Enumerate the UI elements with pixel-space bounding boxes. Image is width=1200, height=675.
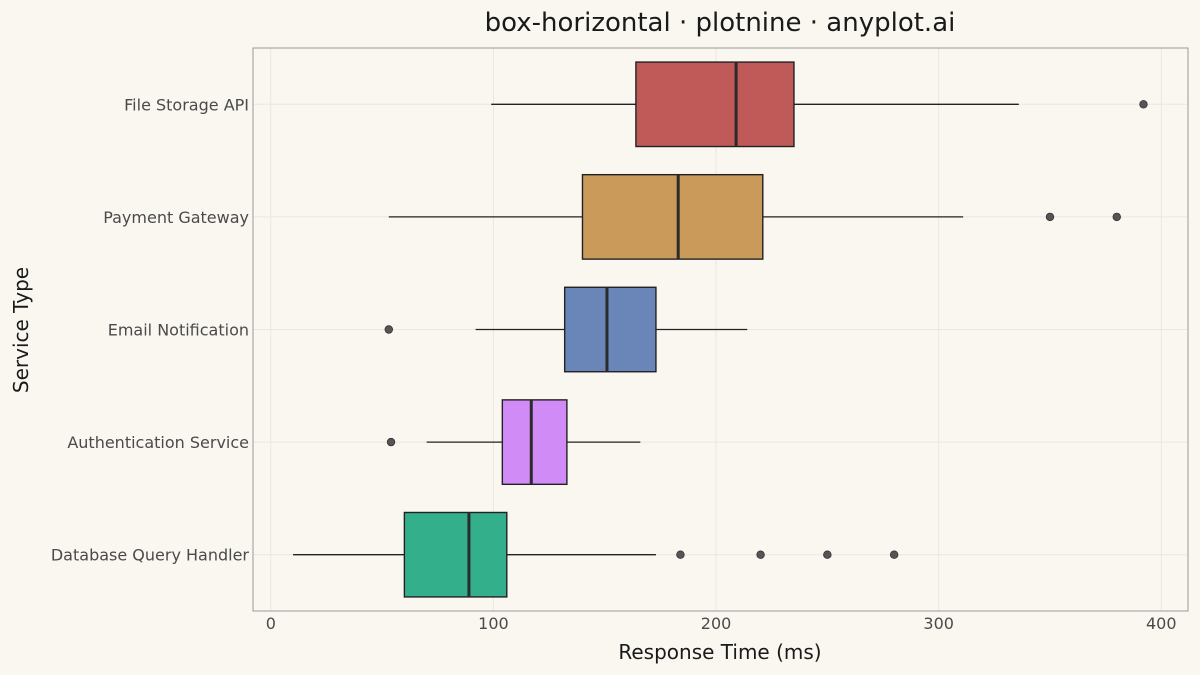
box-group (293, 511, 899, 598)
box-iqr (403, 511, 508, 598)
chart-title: box-horizontal · plotnine · anyplot.ai (485, 8, 956, 38)
y-tick-label: Email Notification (108, 321, 249, 340)
outlier-point (823, 550, 832, 559)
box-iqr (581, 173, 764, 260)
x-tick-label: 200 (701, 614, 732, 633)
outlier-point (1112, 212, 1121, 222)
outlier-point (1045, 212, 1055, 222)
x-axis-title: Response Time (ms) (618, 640, 821, 664)
outlier-point (1139, 100, 1148, 109)
y-tick-label: Payment Gateway (103, 208, 249, 227)
x-tick-label: 300 (923, 614, 954, 633)
y-tick-label: Database Query Handler (51, 546, 250, 565)
box-group (386, 399, 641, 486)
x-tick-label: 0 (266, 614, 276, 633)
box-group (388, 173, 1121, 260)
boxes-layer (293, 61, 1148, 598)
x-tick-label: 100 (478, 614, 509, 633)
plot-panel-border (252, 47, 1189, 612)
box-iqr (501, 399, 568, 486)
outlier-point (889, 550, 899, 559)
outlier-point (386, 437, 396, 447)
outlier-point (676, 550, 685, 559)
y-tick-label: Authentication Service (67, 433, 249, 452)
box-iqr (563, 286, 657, 373)
x-axis-ticks: 0 100 200 300 400 (266, 614, 1177, 633)
x-tick-label: 400 (1146, 614, 1177, 633)
box-iqr (635, 61, 795, 148)
box-group (384, 286, 748, 373)
y-tick-label: File Storage API (124, 95, 249, 114)
box-group (491, 61, 1148, 148)
y-axis-ticks: File Storage API Payment Gateway Email Not… (51, 95, 250, 564)
outlier-point (756, 550, 765, 559)
outlier-point (384, 325, 393, 334)
y-axis-title: Service Type (9, 267, 33, 393)
